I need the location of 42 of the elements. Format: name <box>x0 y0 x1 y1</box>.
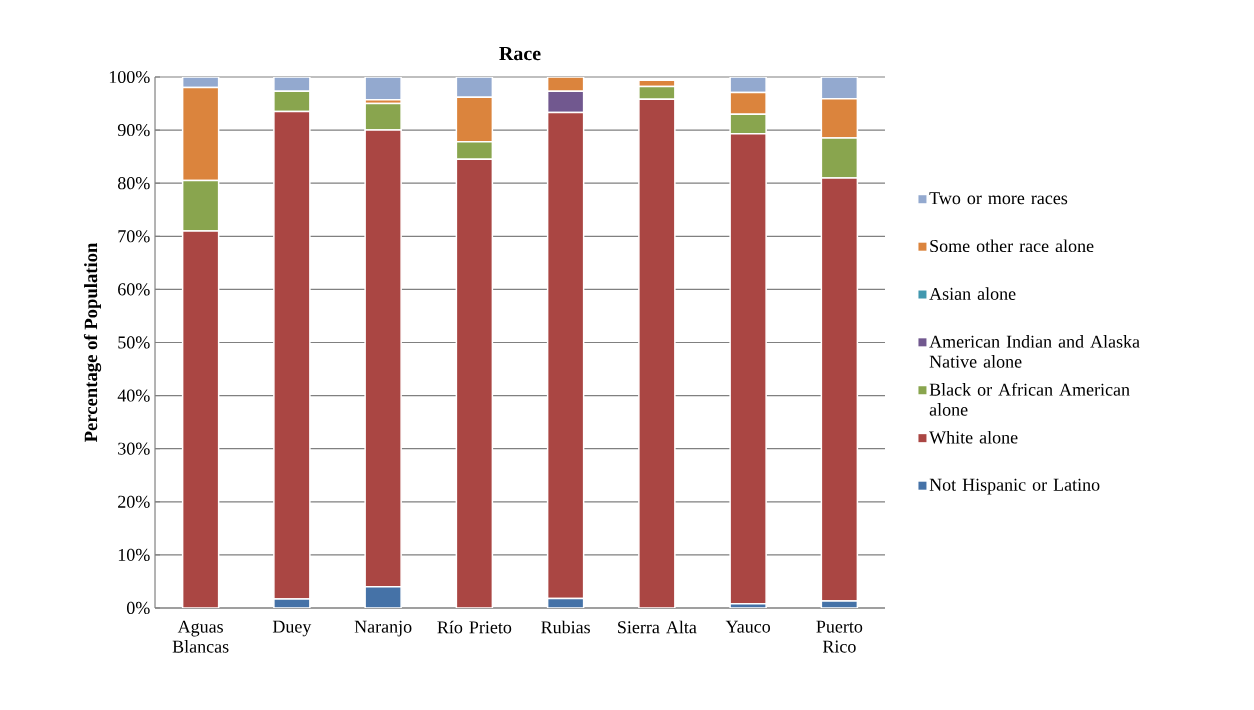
chart-title: Race <box>499 46 541 61</box>
y-tick-label: 30% <box>118 442 150 455</box>
legend-label: Not Hispanic or Latino <box>929 478 1100 495</box>
bar <box>729 113 767 135</box>
bar <box>638 98 676 608</box>
bar <box>546 111 585 600</box>
legend-label: American Indian and Alaska Native alone <box>929 335 1140 368</box>
y-tick-label: 90% <box>117 123 150 137</box>
legend-label: Some other race alone <box>930 239 1094 253</box>
y-tick-label: 40% <box>117 389 150 402</box>
bar <box>455 141 494 161</box>
y-tick-label: 50% <box>118 336 150 349</box>
x-tick-label: Puerto Rico <box>816 620 863 653</box>
y-tick-label: 0% <box>126 601 150 615</box>
bar <box>729 133 767 605</box>
y-tick-label: 10% <box>118 548 150 561</box>
x-tick-label: Río Prieto <box>437 620 512 634</box>
bar <box>455 96 494 143</box>
bar <box>181 230 220 608</box>
y-tick-label: 60% <box>118 283 150 296</box>
bar <box>364 102 402 131</box>
x-tick-label: Rubias <box>541 620 590 634</box>
x-tick-label: Naranjo <box>354 620 412 637</box>
legend-label: Asian alone <box>929 287 1016 300</box>
bar <box>364 129 402 588</box>
bar <box>273 110 311 600</box>
x-tick-label: Duey <box>272 620 312 637</box>
bar <box>820 177 859 602</box>
y-tick-label: 100% <box>109 70 150 84</box>
y-tick-label: 20% <box>118 495 150 508</box>
legend-label: White alone <box>929 430 1018 444</box>
y-axis-title: Percentage of Population <box>83 242 102 443</box>
x-tick-label: Aguas Blancas <box>172 620 229 653</box>
y-tick-label: 80% <box>117 177 150 190</box>
bar <box>820 98 859 139</box>
y-tick-label: 70% <box>118 230 150 243</box>
bar <box>181 86 220 182</box>
bar <box>455 158 494 608</box>
legend-label: Two or more races <box>929 192 1068 205</box>
legend-label: Black or African American alone <box>929 382 1130 416</box>
x-tick-label: Sierra Alta <box>618 620 697 634</box>
x-tick-label: Yauco <box>725 620 771 633</box>
